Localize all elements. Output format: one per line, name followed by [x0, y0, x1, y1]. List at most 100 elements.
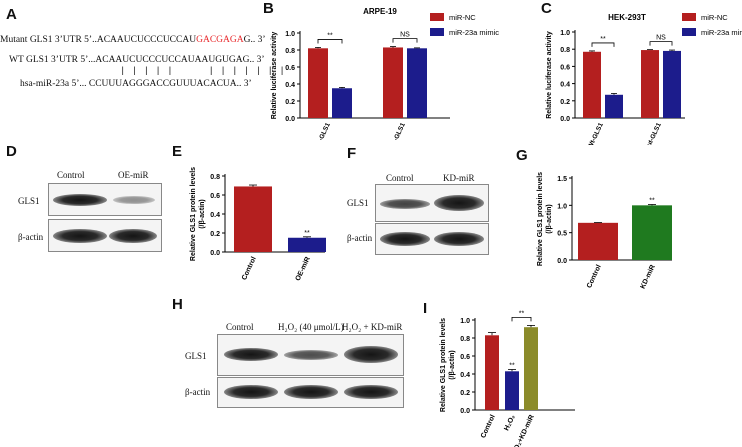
- legend-label: miR-NC: [701, 13, 728, 22]
- y-axis-label: (/β-actin): [546, 204, 553, 234]
- panel-letter-a: A: [6, 6, 17, 23]
- bar: [583, 51, 601, 118]
- blot-h-lane-label: H₂O₂ + KD-miR: [342, 322, 403, 332]
- y-tick-label: 1.0: [460, 318, 470, 325]
- y-tick-label: 0.8: [560, 47, 570, 54]
- chart-i-gls1-h2o2: 0.0 0.2 0.4 0.6 0.8 1.0 Relative GLS1 protein …: [440, 310, 575, 447]
- bar: [524, 327, 538, 410]
- chart-c-luciferase-hek293t: 0.0 0.2 0.4 0.6 0.8 1.0 Relative luciferase ac…: [546, 13, 742, 145]
- y-tick-label: 1.5: [557, 176, 567, 183]
- y-tick-label: 0.2: [285, 99, 295, 106]
- panel-letter-h: H: [172, 296, 183, 313]
- mutant-sequence: Mutant GLS1 3’UTR 5’..ACAAUCUCCCUCCAUGAC…: [0, 35, 266, 45]
- blot-band: [109, 229, 157, 243]
- y-axis-label: (/β-actin): [199, 199, 206, 229]
- mir-sequence: hsa-miR-23a 5’... CCUUUAGGGACCGUUUACACUA…: [20, 79, 252, 89]
- bar: [578, 222, 618, 260]
- blot-h-lane-label: Control: [226, 322, 254, 332]
- legend-label: miR-NC: [449, 13, 476, 22]
- blot-band: [53, 229, 107, 243]
- bar: [505, 371, 519, 410]
- blot-band: [344, 385, 398, 399]
- blot-f-row-label: β-actin: [347, 233, 373, 243]
- blot-d-row-label: GLS1: [18, 196, 40, 206]
- mutant-seq-suffix: G.. 3’: [243, 35, 266, 45]
- y-tick-label: 1.0: [560, 30, 570, 37]
- bar: [383, 47, 403, 119]
- blot-f-actin-membrane: [375, 223, 489, 255]
- blot-band: [284, 350, 338, 360]
- y-tick-label: 0.6: [210, 193, 220, 200]
- legend-label: miR-23a mimic: [701, 28, 742, 37]
- x-tick-label: Mut-GLS1: [387, 122, 406, 140]
- x-tick-label: OE-miR: [295, 256, 312, 282]
- y-tick-label: 0.0: [460, 408, 470, 415]
- y-tick-label: 1.0: [285, 31, 295, 38]
- panel-letter-i: I: [423, 300, 428, 317]
- chart-g-gls1-kd: 0.0 0.5 1.0 1.5 Relative GLS1 protein levels…: [537, 172, 672, 290]
- blot-h-row-label: GLS1: [185, 351, 207, 361]
- blot-band: [434, 232, 484, 246]
- base-pairing-lines: | | | | | | | | | | | |: [120, 66, 286, 76]
- significance-label: **: [304, 230, 310, 237]
- chart-title: ARPE-19: [363, 7, 397, 16]
- y-axis-label: Relative GLS1 protein levels: [440, 318, 447, 412]
- blot-band: [224, 348, 278, 361]
- bar: [641, 50, 659, 119]
- blot-band: [53, 194, 107, 206]
- blot-f-lane-label: KD-miR: [443, 173, 475, 183]
- significance-label: **: [327, 32, 333, 39]
- significance-label: **: [509, 363, 515, 370]
- blot-d-lane-label: Control: [57, 170, 85, 180]
- blot-d-lane-label: OE-miR: [118, 170, 149, 180]
- y-tick-label: 0.8: [210, 174, 220, 181]
- y-tick-label: 0.0: [560, 116, 570, 123]
- panel-letter-g: G: [516, 147, 528, 164]
- significance-label: NS: [400, 32, 410, 39]
- blot-d-gls1-membrane: [48, 183, 162, 216]
- x-tick-label: KD-miR: [640, 264, 657, 290]
- x-tick-label: Control: [480, 414, 497, 440]
- y-tick-label: 0.2: [460, 390, 470, 397]
- panel-letter-c: C: [541, 0, 552, 17]
- y-tick-label: 0.6: [560, 64, 570, 71]
- bar: [663, 50, 681, 118]
- legend-label: miR-23a mimic: [449, 28, 499, 37]
- blot-band: [113, 196, 155, 204]
- significance-bracket: [511, 317, 532, 322]
- blot-h-lane-label: H₂O₂ (40 μmol/L): [278, 322, 344, 332]
- y-tick-label: 0.0: [557, 258, 567, 265]
- bar: [407, 48, 427, 118]
- legend-swatch: [682, 13, 696, 21]
- wt-sequence: WT GLS1 3’UTR 5’...ACAAUCUCCCUCCAUAAUGUG…: [9, 55, 265, 65]
- blot-f-gls1-membrane: [375, 184, 489, 222]
- significance-label: **: [519, 310, 525, 317]
- significance-bracket: [649, 41, 673, 46]
- bar: [332, 88, 352, 118]
- significance-label: **: [649, 198, 655, 205]
- blot-d-actin-membrane: [48, 219, 162, 252]
- y-tick-label: 0.4: [285, 82, 295, 89]
- chart-title: HEK-293T: [608, 13, 646, 22]
- y-axis-label: Relative GLS1 protein levels: [190, 167, 197, 261]
- y-tick-label: 0.4: [210, 212, 220, 219]
- x-tick-label: H₂O₂: [503, 414, 516, 432]
- y-tick-label: 0.4: [560, 82, 570, 89]
- blot-band: [284, 385, 338, 399]
- panel-letter-e: E: [172, 143, 183, 160]
- y-tick-label: 0.2: [210, 231, 220, 238]
- y-tick-label: 0.6: [285, 65, 295, 72]
- significance-bracket: [317, 39, 343, 44]
- blot-band: [380, 199, 430, 209]
- blot-f-lane-label: Control: [386, 173, 414, 183]
- y-tick-label: 0.8: [285, 48, 295, 55]
- x-tick-label: Mut-GLS1: [643, 122, 662, 145]
- bar: [605, 94, 623, 118]
- blot-h-actin-membrane: [217, 377, 404, 408]
- blot-band: [224, 385, 278, 399]
- x-tick-label: Control: [241, 256, 258, 282]
- bar: [288, 237, 326, 252]
- panel-letter-d: D: [6, 143, 17, 160]
- y-tick-label: 1.0: [557, 203, 567, 210]
- y-axis-label: (/β-actin): [449, 350, 456, 380]
